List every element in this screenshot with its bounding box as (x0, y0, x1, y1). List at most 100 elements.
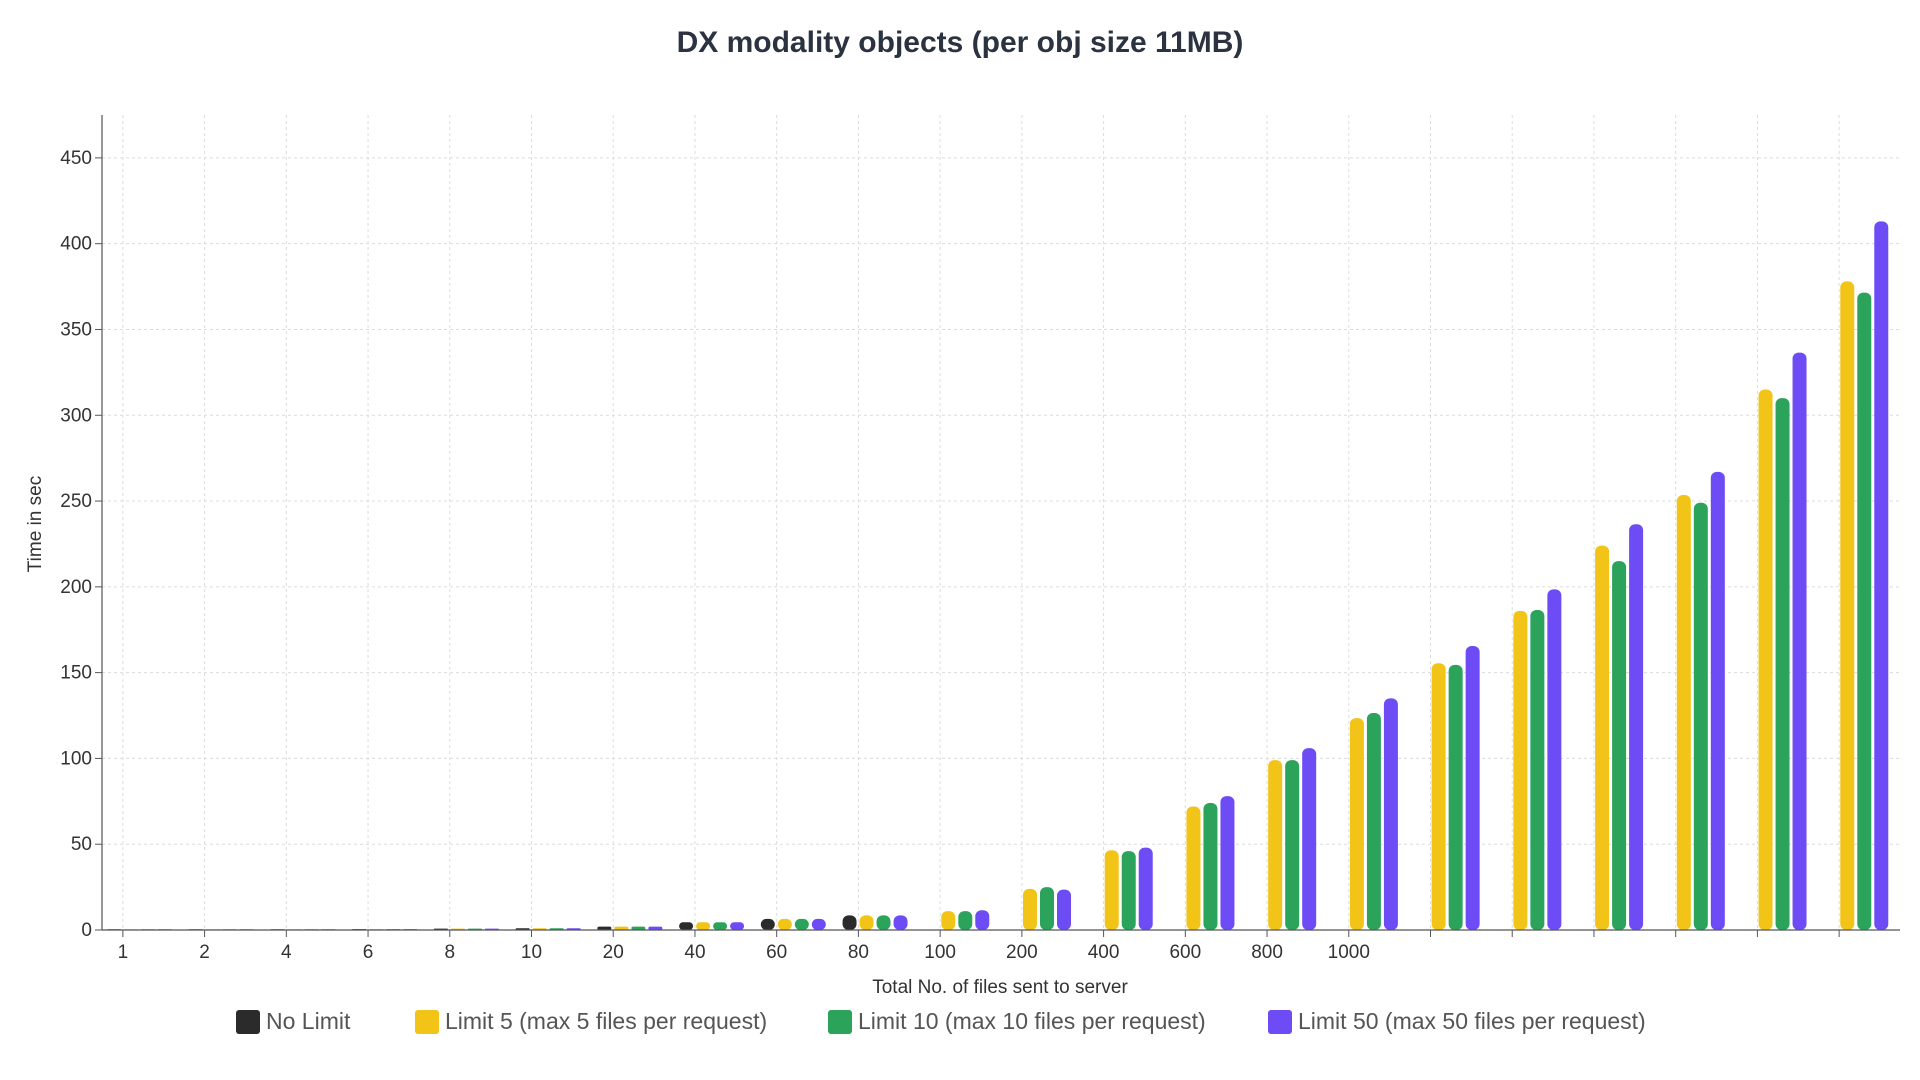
bar-limit-50-group-20[interactable] (1710, 471, 1725, 930)
y-tick-label: 350 (60, 319, 92, 340)
legend-swatch (828, 1009, 852, 1034)
y-axis-label: Time in sec (25, 476, 46, 572)
x-tick-label: 600 (1169, 942, 1201, 963)
legend-item-no-limit[interactable]: No Limit (236, 1008, 350, 1035)
legend-label: Limit 50 (max 50 files per request) (1298, 1008, 1646, 1034)
bar-limit-50-60[interactable] (811, 918, 826, 930)
bar-limit-50-1000[interactable] (1383, 698, 1398, 930)
legend-swatch (236, 1009, 260, 1034)
y-tick-label: 400 (60, 234, 92, 255)
legend-label: No Limit (266, 1008, 351, 1034)
bar-limit-10-group-21[interactable] (1775, 398, 1790, 931)
x-tick-label: 100 (924, 942, 956, 963)
y-tick-label: 50 (71, 834, 92, 855)
bar-limit-5-800[interactable] (1268, 760, 1283, 930)
bar-group (107, 221, 1889, 931)
x-tick-label: 10 (521, 942, 542, 963)
bar-limit-5-60[interactable] (777, 918, 792, 930)
bar-limit-5-200[interactable] (1023, 888, 1037, 930)
bar-limit-5-group-19[interactable] (1595, 545, 1610, 930)
bar-no-limit-60[interactable] (760, 918, 775, 930)
bar-limit-50-100[interactable] (975, 910, 990, 930)
bar-limit-10-60[interactable] (794, 918, 809, 930)
bar-limit-10-200[interactable] (1040, 887, 1054, 930)
y-tick-label: 300 (60, 405, 92, 426)
bar-limit-10-600[interactable] (1203, 803, 1218, 930)
x-tick-label: 2 (199, 942, 210, 963)
bar-limit-5-group-21[interactable] (1758, 389, 1773, 930)
bar-limit-50-group-19[interactable] (1629, 524, 1644, 930)
bar-limit-5-400[interactable] (1104, 850, 1119, 930)
bar-limit-10-400[interactable] (1121, 851, 1136, 930)
y-tick-label: 100 (60, 748, 92, 769)
gridlines (102, 115, 1900, 930)
y-tick-label: 450 (60, 148, 92, 169)
bar-limit-5-80[interactable] (859, 915, 874, 930)
x-tick-label: 800 (1251, 942, 1283, 963)
bar-limit-50-40[interactable] (730, 922, 745, 930)
y-tick-label: 250 (60, 491, 92, 512)
bar-limit-50-400[interactable] (1138, 847, 1153, 930)
y-tick-label: 150 (60, 663, 92, 684)
bar-limit-5-1000[interactable] (1349, 718, 1364, 930)
x-tick-label: 60 (766, 942, 787, 963)
x-tick-label: 200 (1006, 942, 1038, 963)
bar-limit-10-40[interactable] (713, 922, 728, 930)
bar-chart: DX modality objects (per obj size 11MB) … (25, 26, 1900, 998)
bar-limit-10-100[interactable] (958, 911, 973, 930)
bar-limit-50-200[interactable] (1057, 889, 1071, 930)
bar-limit-10-group-19[interactable] (1612, 561, 1627, 930)
bar-limit-10-1000[interactable] (1366, 712, 1381, 930)
legend-item-limit-5[interactable]: Limit 5 (max 5 files per request) (415, 1008, 767, 1035)
x-tick-label: 8 (444, 942, 455, 963)
chart-title: DX modality objects (per obj size 11MB) (677, 26, 1244, 59)
y-tick-labels: 0 50 100 150 200 250 300 350 400 450 (60, 148, 92, 941)
legend-swatch (415, 1009, 439, 1034)
legend-item-limit-10[interactable]: Limit 10 (max 10 files per request) (828, 1008, 1206, 1035)
x-tick-label: 80 (848, 942, 869, 963)
bar-no-limit-40[interactable] (679, 922, 694, 930)
bar-limit-50-group-17[interactable] (1465, 646, 1480, 930)
y-tick-label: 200 (60, 577, 92, 598)
bar-limit-50-800[interactable] (1302, 748, 1317, 930)
bar-limit-50-600[interactable] (1220, 796, 1235, 930)
bar-limit-10-80[interactable] (876, 915, 891, 930)
x-tick-label: 400 (1088, 942, 1120, 963)
bar-limit-5-20[interactable] (614, 926, 629, 930)
bar-limit-50-80[interactable] (893, 915, 908, 930)
bar-limit-10-group-18[interactable] (1530, 610, 1545, 930)
legend: No Limit Limit 5 (max 5 files per reques… (0, 1008, 1920, 1048)
x-tick-label: 1000 (1328, 942, 1370, 963)
bar-limit-50-group-21[interactable] (1792, 352, 1807, 930)
bar-limit-5-group-17[interactable] (1431, 663, 1446, 930)
legend-label: Limit 5 (max 5 files per request) (445, 1008, 768, 1034)
bar-limit-5-40[interactable] (696, 922, 711, 930)
bar-limit-50-20[interactable] (648, 926, 663, 930)
x-tick-label: 6 (363, 942, 374, 963)
y-tick-label: 0 (81, 920, 92, 941)
x-tick-labels: 1 2 4 6 8 10 20 40 60 80 100 200 400 600 800 1000 (118, 942, 1370, 963)
bar-limit-10-group-22[interactable] (1857, 292, 1872, 930)
x-tick-label: 40 (684, 942, 705, 963)
bar-limit-10-group-17[interactable] (1448, 664, 1463, 930)
bar-limit-5-group-20[interactable] (1676, 495, 1691, 930)
legend-label: Limit 10 (max 10 files per request) (858, 1008, 1206, 1034)
x-tick-label: 20 (603, 942, 624, 963)
bar-no-limit-80[interactable] (842, 915, 857, 930)
bar-limit-5-600[interactable] (1186, 806, 1201, 930)
x-tick-label: 1 (118, 942, 129, 963)
bar-limit-5-100[interactable] (941, 911, 956, 930)
legend-swatch (1268, 1009, 1292, 1034)
bar-limit-10-group-20[interactable] (1693, 502, 1708, 930)
bar-limit-10-800[interactable] (1285, 760, 1300, 930)
x-axis-label: Total No. of files sent to server (872, 977, 1128, 998)
bar-no-limit-20[interactable] (597, 926, 612, 930)
x-tick-label: 4 (281, 942, 292, 963)
bar-limit-5-group-18[interactable] (1513, 610, 1528, 930)
bar-limit-50-group-22[interactable] (1874, 221, 1889, 930)
bar-limit-10-20[interactable] (631, 926, 646, 930)
legend-item-limit-50[interactable]: Limit 50 (max 50 files per request) (1268, 1008, 1646, 1035)
axes (95, 115, 1900, 937)
bar-limit-5-group-22[interactable] (1840, 281, 1855, 930)
bar-limit-50-group-18[interactable] (1547, 589, 1562, 930)
